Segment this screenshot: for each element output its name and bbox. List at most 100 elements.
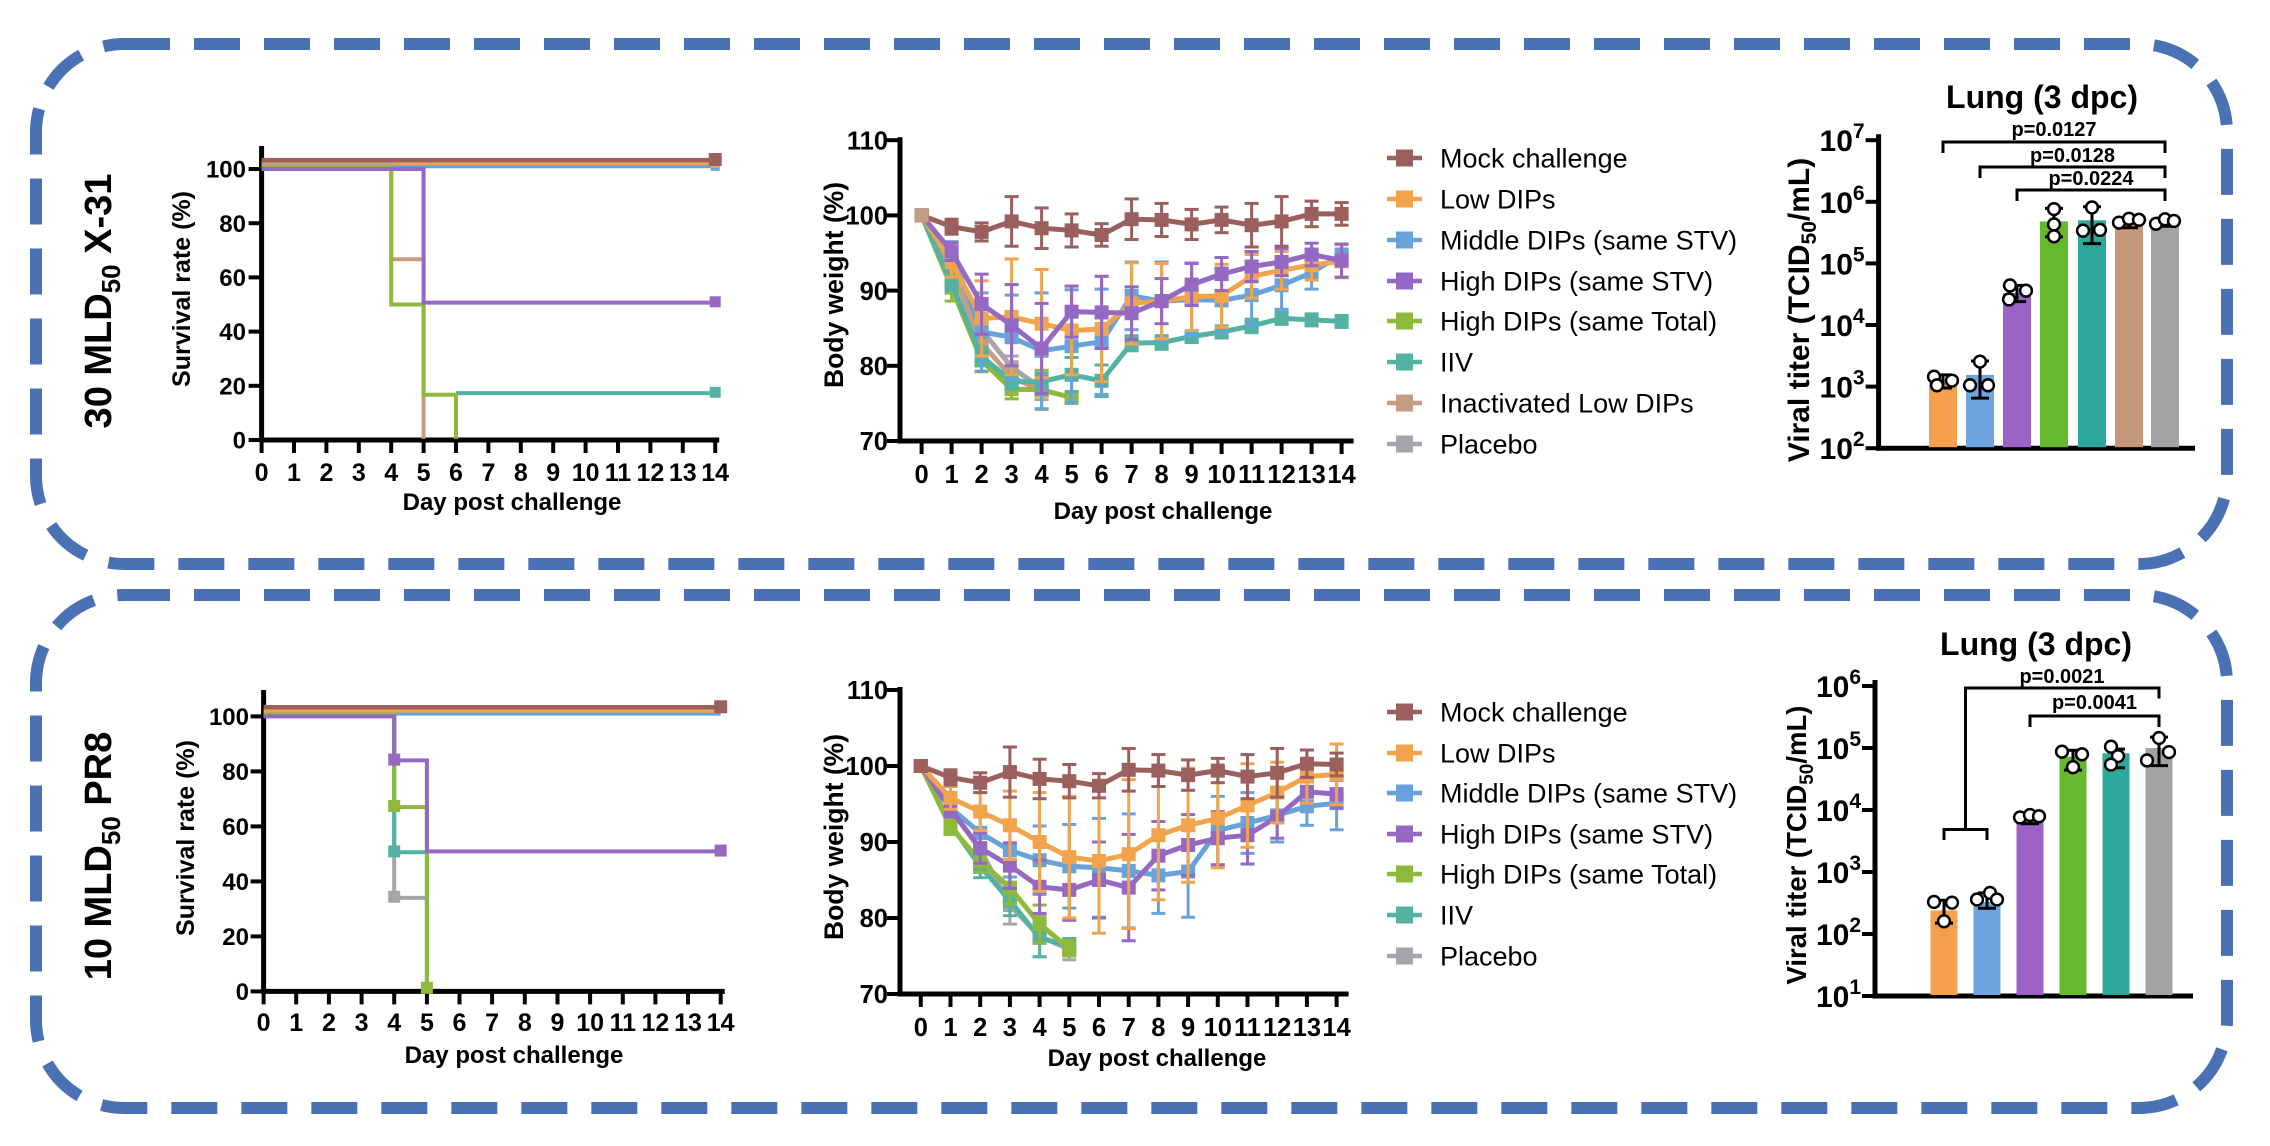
svg-text:1: 1 [945, 461, 959, 489]
svg-text:30 MLD50 X-31: 30 MLD50 X-31 [78, 174, 126, 429]
svg-text:Day post challenge: Day post challenge [1048, 1045, 1267, 1072]
svg-text:90: 90 [860, 278, 888, 306]
svg-text:High DIPs (same STV): High DIPs (same STV) [1440, 820, 1713, 850]
svg-text:3: 3 [352, 459, 366, 487]
svg-text:6: 6 [453, 1009, 467, 1037]
svg-text:8: 8 [1155, 461, 1169, 489]
svg-text:70: 70 [860, 428, 888, 456]
svg-text:80: 80 [860, 353, 888, 381]
svg-text:2: 2 [973, 1014, 987, 1042]
svg-text:5: 5 [1062, 1014, 1076, 1042]
svg-text:12: 12 [1267, 461, 1295, 489]
svg-text:1: 1 [289, 1009, 303, 1037]
svg-text:14: 14 [1322, 1014, 1351, 1042]
svg-text:13: 13 [669, 459, 697, 487]
svg-text:3: 3 [1005, 461, 1019, 489]
svg-text:9: 9 [1181, 1014, 1195, 1042]
svg-text:0: 0 [233, 428, 246, 455]
svg-text:60: 60 [222, 814, 249, 841]
svg-text:High DIPs (same Total): High DIPs (same Total) [1440, 307, 1717, 337]
svg-text:3: 3 [355, 1009, 369, 1037]
svg-text:Lung (3 dpc): Lung (3 dpc) [1946, 79, 2138, 115]
svg-text:60: 60 [219, 265, 246, 292]
svg-text:Low DIPs: Low DIPs [1440, 185, 1556, 215]
svg-text:Mock challenge: Mock challenge [1440, 698, 1628, 728]
svg-text:100: 100 [845, 203, 888, 231]
svg-text:110: 110 [847, 677, 888, 705]
svg-text:Day post challenge: Day post challenge [405, 1042, 624, 1069]
svg-text:9: 9 [1185, 461, 1199, 489]
svg-text:Survival rate (%): Survival rate (%) [168, 191, 196, 387]
svg-text:4: 4 [387, 1009, 401, 1037]
svg-text:High DIPs (same STV): High DIPs (same STV) [1440, 267, 1713, 297]
svg-text:8: 8 [514, 459, 528, 487]
svg-text:8: 8 [1151, 1014, 1165, 1042]
svg-text:4: 4 [1035, 461, 1050, 489]
svg-text:6: 6 [449, 459, 463, 487]
svg-text:11: 11 [1238, 461, 1265, 489]
svg-text:Survival rate (%): Survival rate (%) [172, 740, 200, 936]
svg-text:Middle DIPs (same STV): Middle DIPs (same STV) [1440, 779, 1737, 809]
svg-text:80: 80 [222, 759, 249, 786]
svg-text:IIV: IIV [1440, 901, 1473, 931]
svg-text:Low DIPs: Low DIPs [1440, 739, 1556, 769]
svg-text:p=0.0041: p=0.0041 [2052, 692, 2137, 714]
svg-text:1: 1 [287, 459, 301, 487]
svg-text:10: 10 [1207, 461, 1235, 489]
svg-text:0: 0 [255, 459, 269, 487]
svg-text:10: 10 [1204, 1014, 1232, 1042]
svg-text:11: 11 [1234, 1014, 1261, 1042]
svg-text:2: 2 [319, 459, 333, 487]
svg-text:100: 100 [206, 157, 246, 184]
svg-text:IIV: IIV [1440, 348, 1473, 378]
svg-text:2: 2 [975, 461, 989, 489]
svg-text:13: 13 [1297, 461, 1325, 489]
svg-text:7: 7 [1122, 1014, 1136, 1042]
svg-text:40: 40 [222, 869, 249, 896]
svg-text:90: 90 [860, 829, 888, 857]
svg-text:Day post challenge: Day post challenge [1054, 498, 1273, 525]
svg-text:14: 14 [701, 459, 729, 487]
svg-text:10: 10 [572, 459, 600, 487]
svg-text:105: 105 [1816, 728, 1861, 766]
svg-text:0: 0 [914, 1014, 928, 1042]
svg-text:Placebo: Placebo [1440, 430, 1538, 460]
svg-text:Middle DIPs (same STV): Middle DIPs (same STV) [1440, 226, 1737, 256]
svg-text:20: 20 [219, 373, 246, 400]
svg-text:Viral titer (TCID50/mL): Viral titer (TCID50/mL) [1781, 706, 1818, 985]
svg-text:103: 103 [1816, 852, 1861, 890]
svg-text:5: 5 [1065, 461, 1079, 489]
svg-text:Day post challenge: Day post challenge [403, 489, 622, 516]
svg-text:6: 6 [1092, 1014, 1106, 1042]
svg-text:100: 100 [209, 704, 249, 731]
svg-text:0: 0 [257, 1009, 271, 1037]
svg-text:Placebo: Placebo [1440, 942, 1538, 972]
svg-text:4: 4 [1033, 1014, 1048, 1042]
svg-text:12: 12 [641, 1009, 669, 1037]
svg-text:7: 7 [481, 459, 495, 487]
svg-text:p=0.0021: p=0.0021 [2019, 666, 2104, 688]
svg-text:9: 9 [551, 1009, 565, 1037]
svg-text:8: 8 [518, 1009, 532, 1037]
svg-text:5: 5 [420, 1009, 434, 1037]
svg-text:2: 2 [322, 1009, 336, 1037]
svg-text:3: 3 [1003, 1014, 1017, 1042]
svg-text:Mock challenge: Mock challenge [1440, 144, 1628, 174]
svg-text:Lung (3 dpc): Lung (3 dpc) [1940, 626, 2132, 662]
svg-text:6: 6 [1095, 461, 1109, 489]
svg-text:5: 5 [417, 459, 431, 487]
svg-text:0: 0 [236, 979, 249, 1006]
svg-text:High DIPs (same Total): High DIPs (same Total) [1440, 860, 1717, 890]
svg-text:10 MLD50 PR8: 10 MLD50 PR8 [78, 732, 126, 981]
svg-text:p=0.0128: p=0.0128 [2030, 145, 2115, 167]
svg-text:13: 13 [1293, 1014, 1321, 1042]
svg-text:13: 13 [674, 1009, 702, 1037]
svg-text:10: 10 [576, 1009, 604, 1037]
svg-text:100: 100 [845, 753, 888, 781]
svg-text:80: 80 [860, 905, 888, 933]
svg-text:12: 12 [636, 459, 664, 487]
svg-text:Inactivated Low DIPs: Inactivated Low DIPs [1440, 389, 1694, 419]
svg-text:11: 11 [610, 1009, 637, 1037]
svg-text:11: 11 [605, 459, 632, 487]
svg-text:0: 0 [915, 461, 929, 489]
